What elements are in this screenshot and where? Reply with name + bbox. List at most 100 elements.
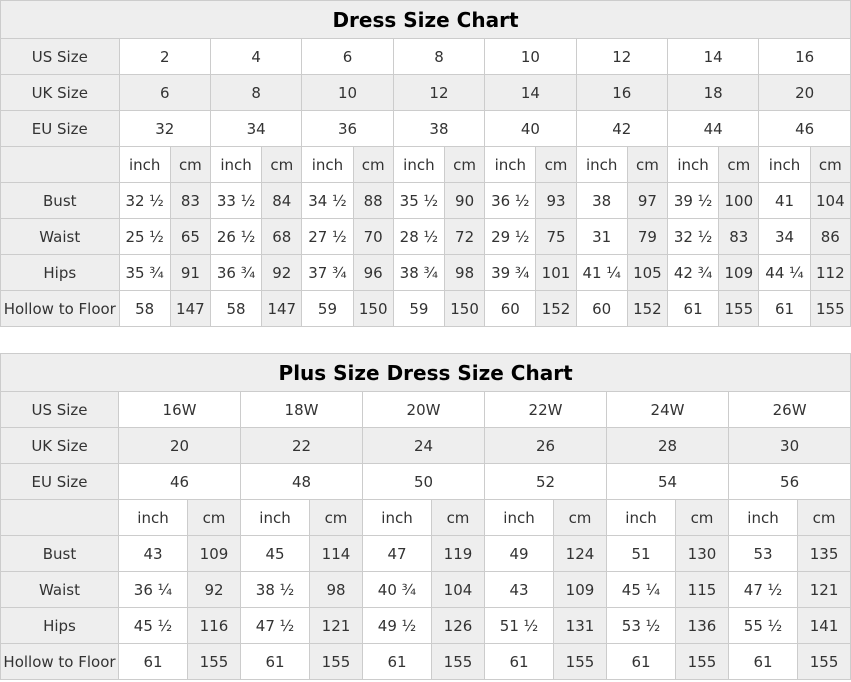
cm-value-cell: 84 [261,182,303,219]
row-label: Hollow to Floor [0,290,120,327]
size-value-cell: 16 [575,74,668,111]
inch-value-cell: 51 [606,535,676,572]
inch-value-cell: 61 [728,643,798,680]
cm-value-cell: 92 [187,571,241,608]
unit-header-inch: inch [209,146,263,183]
inch-value-cell: 53 ½ [606,607,676,644]
cm-value-cell: 155 [431,643,485,680]
unit-header-cm: cm [535,146,577,183]
inch-value-cell: 36 ½ [484,182,537,219]
cm-value-cell: 104 [431,571,485,608]
row-label: Bust [0,182,120,219]
size-value-cell: 22 [240,427,363,464]
row-label: UK Size [0,74,120,111]
cm-value-cell: 65 [169,218,211,255]
cm-value-cell: 155 [553,643,607,680]
size-row: UK Size 6 8 10 12 14 16 18 20 [0,74,851,111]
inch-value-cell: 38 [575,182,628,219]
inch-value-cell: 39 ¾ [484,254,537,291]
inch-value-cell: 45 ½ [118,607,188,644]
inch-value-cell: 44 ¼ [758,254,811,291]
measure-row: Waist 25 ½ 65 26 ½ 68 27 ½ 70 28 ½ 72 29 ½ 75 31 79 3… [0,218,851,255]
size-value-cell: 40 [484,110,577,147]
inch-value-cell: 49 ½ [362,607,432,644]
measure-row: Hips 45 ½ 116 47 ½ 121 49 ½ 126 51 ½ 131 53 ½ 136 5… [0,607,851,644]
inch-value-cell: 60 [575,290,628,327]
row-label: EU Size [0,463,119,500]
unit-header-inch: inch [301,146,354,183]
cm-value-cell: 131 [553,607,607,644]
size-value-cell: 14 [666,38,760,75]
size-value-cell: 12 [575,38,668,75]
size-value-cell: 16 [758,38,851,75]
size-value-cell: 6 [118,74,211,111]
cm-value-cell: 109 [718,254,760,291]
inch-value-cell: 32 ½ [118,182,171,219]
unit-header-cm: cm [443,146,486,183]
unit-header-cm: cm [718,146,760,183]
unit-header-cm: cm [431,499,485,536]
size-value-cell: 20 [758,74,851,111]
inch-value-cell: 35 ¾ [118,254,171,291]
measure-row: Hollow to Floor 61 155 61 155 61 155 61 155 61 155… [0,643,851,680]
inch-value-cell: 34 ½ [301,182,354,219]
size-value-cell: 36 [301,110,394,147]
unit-header-cm: cm [626,146,668,183]
inch-value-cell: 61 [118,643,188,680]
size-value-cell: 46 [118,463,241,500]
cm-value-cell: 115 [675,571,729,608]
inch-value-cell: 25 ½ [118,218,171,255]
size-row: EU Size 46 48 50 52 54 56 [0,463,851,500]
inch-value-cell: 45 [240,535,310,572]
cm-value-cell: 92 [261,254,303,291]
unit-header-inch: inch [240,499,310,536]
inch-value-cell: 29 ½ [484,218,537,255]
cm-value-cell: 136 [675,607,729,644]
inch-value-cell: 31 [575,218,628,255]
size-row: EU Size 32 34 36 38 40 42 44 46 [0,110,851,147]
inch-value-cell: 42 ¾ [666,254,720,291]
cm-value-cell: 98 [309,571,363,608]
row-label: US Size [0,391,119,428]
cm-value-cell: 141 [796,607,851,644]
cm-value-cell: 109 [187,535,241,572]
size-value-cell: 12 [392,74,486,111]
unit-header-cm: cm [553,499,607,536]
cm-value-cell: 155 [187,643,241,680]
inch-value-cell: 36 ¾ [209,254,263,291]
inch-value-cell: 61 [240,643,310,680]
cm-value-cell: 150 [352,290,394,327]
size-value-cell: 42 [575,110,668,147]
size-value-cell: 24 [362,427,485,464]
table-title: Plus Size Dress Size Chart [0,353,851,392]
cm-value-cell: 93 [535,182,577,219]
size-value-cell: 16W [118,391,241,428]
cm-value-cell: 72 [443,218,486,255]
cm-value-cell: 114 [309,535,363,572]
size-value-cell: 34 [209,110,303,147]
unit-header-inch: inch [666,146,720,183]
inch-value-cell: 61 [606,643,676,680]
unit-header-cm: cm [261,146,303,183]
cm-value-cell: 91 [169,254,211,291]
inch-value-cell: 40 ¾ [362,571,432,608]
cm-value-cell: 155 [718,290,760,327]
cm-value-cell: 83 [169,182,211,219]
unit-header-row: inch cm inch cm inch cm inch cm inch cm inch cm inch… [0,146,851,183]
unit-header-spacer [0,499,119,536]
cm-value-cell: 147 [169,290,211,327]
cm-value-cell: 112 [809,254,851,291]
cm-value-cell: 121 [309,607,363,644]
cm-value-cell: 152 [626,290,668,327]
inch-value-cell: 61 [484,643,554,680]
unit-header-cm: cm [169,146,211,183]
inch-value-cell: 61 [758,290,811,327]
unit-header-spacer [0,146,120,183]
unit-header-cm: cm [796,499,851,536]
cm-value-cell: 70 [352,218,394,255]
size-value-cell: 24W [606,391,729,428]
cm-value-cell: 155 [809,290,851,327]
size-value-cell: 22W [484,391,607,428]
row-label: Bust [0,535,119,572]
inch-value-cell: 41 ¼ [575,254,628,291]
